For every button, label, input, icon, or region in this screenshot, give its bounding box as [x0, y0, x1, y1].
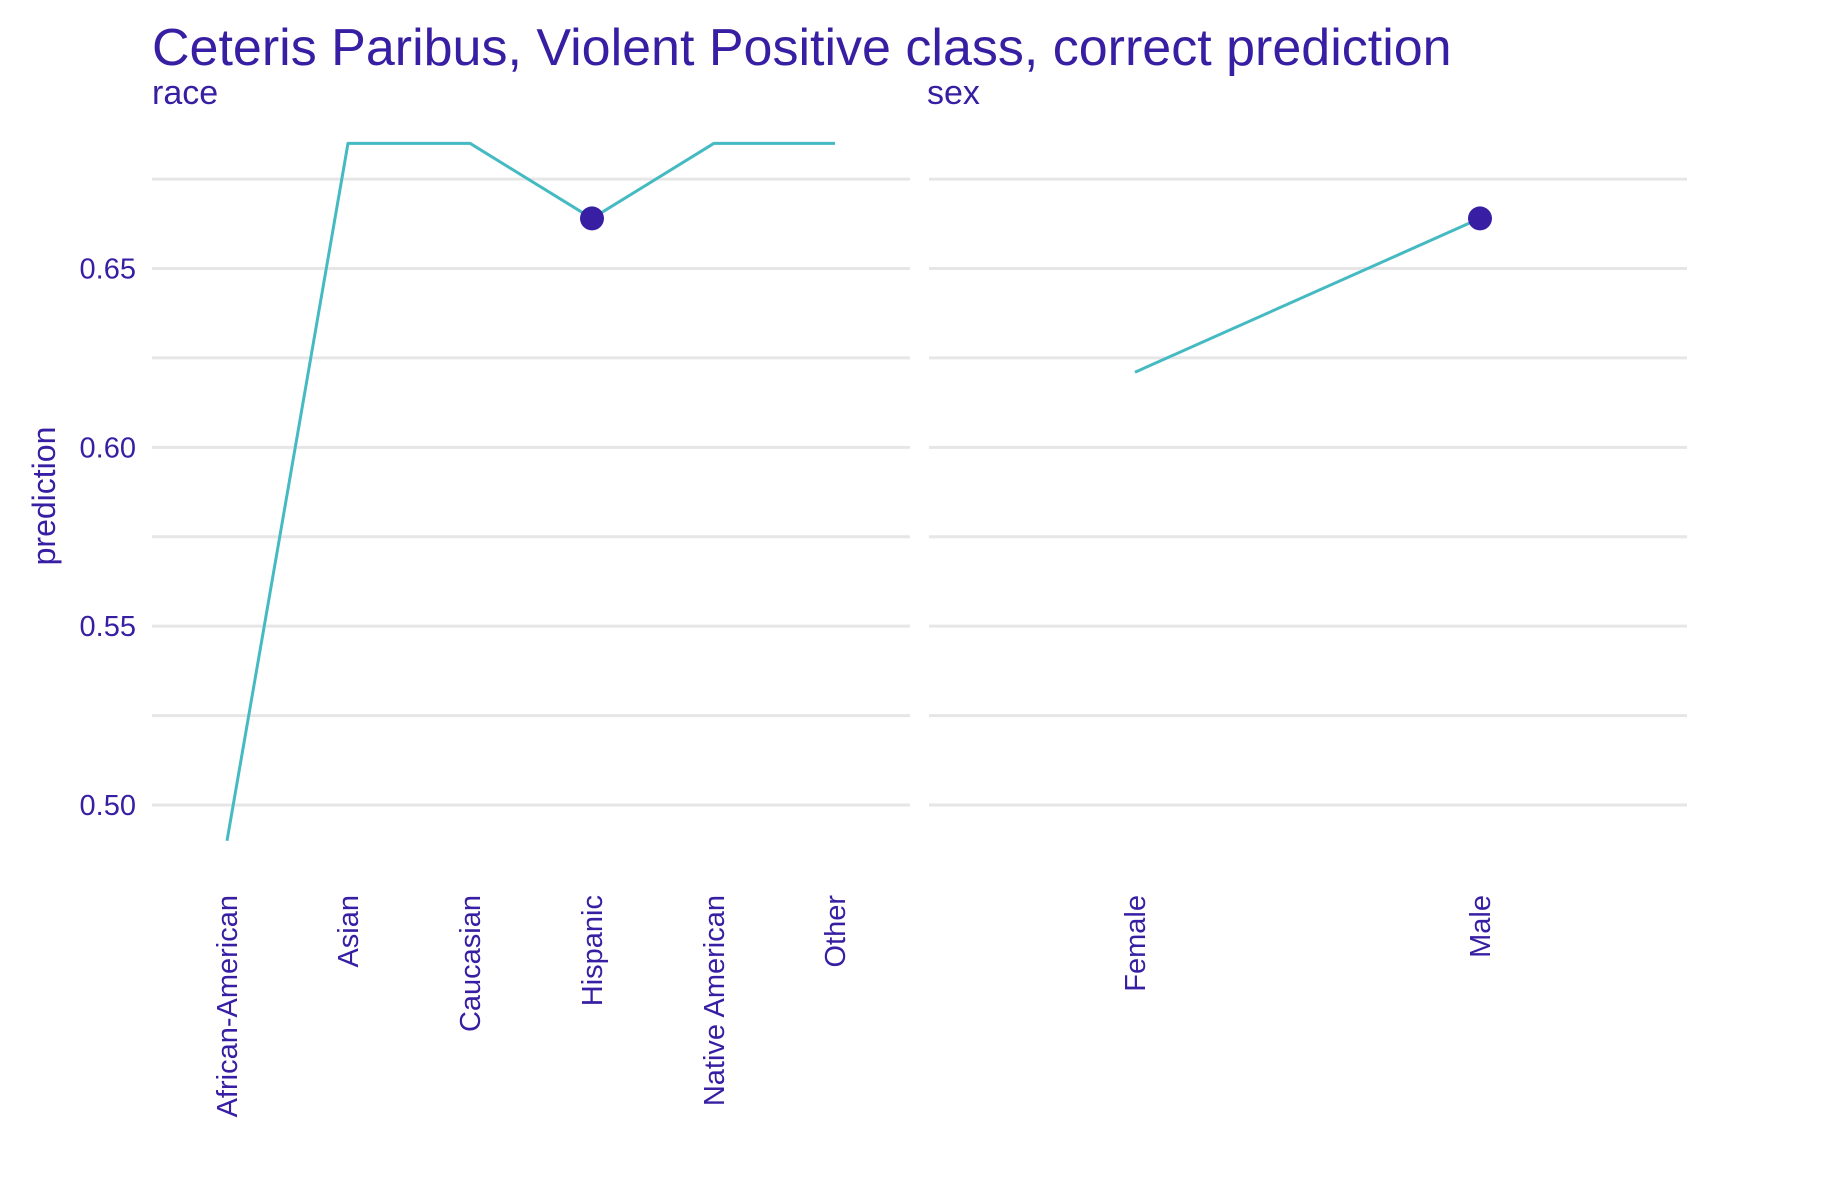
facet-label-sex: sex: [927, 74, 980, 112]
facet-label-race: race: [152, 74, 218, 112]
series: [225, 141, 1492, 842]
x-tick-label: Caucasian: [455, 895, 487, 1032]
x-tick-label: Asian: [333, 895, 365, 968]
x-tick-label: Other: [820, 895, 852, 968]
y-tick-label: 0.50: [80, 790, 136, 822]
x-axis-ticks: African-American Asian Caucasian Hispanic Na…: [212, 895, 1497, 1118]
x-tick-label: Native American: [699, 895, 731, 1106]
grid: [152, 177, 1687, 807]
observed-point-race: [580, 206, 604, 231]
observed-point-sex: [1468, 206, 1492, 231]
chart-title: Ceteris Paribus, Violent Positive class,…: [152, 19, 1452, 77]
series-line-race: [225, 141, 835, 842]
y-tick-label: 0.55: [80, 611, 136, 643]
y-tick-label: 0.65: [80, 254, 136, 286]
x-tick-label: Hispanic: [577, 895, 609, 1006]
series-line-sex: [1134, 217, 1481, 374]
y-axis-label: prediction: [26, 427, 62, 566]
x-tick-label: Female: [1120, 895, 1152, 992]
x-tick-label: African-American: [212, 895, 244, 1117]
y-tick-label: 0.60: [80, 432, 136, 464]
y-axis-ticks: 0.50 0.55 0.60 0.65: [80, 254, 136, 823]
x-tick-label: Male: [1465, 895, 1497, 958]
